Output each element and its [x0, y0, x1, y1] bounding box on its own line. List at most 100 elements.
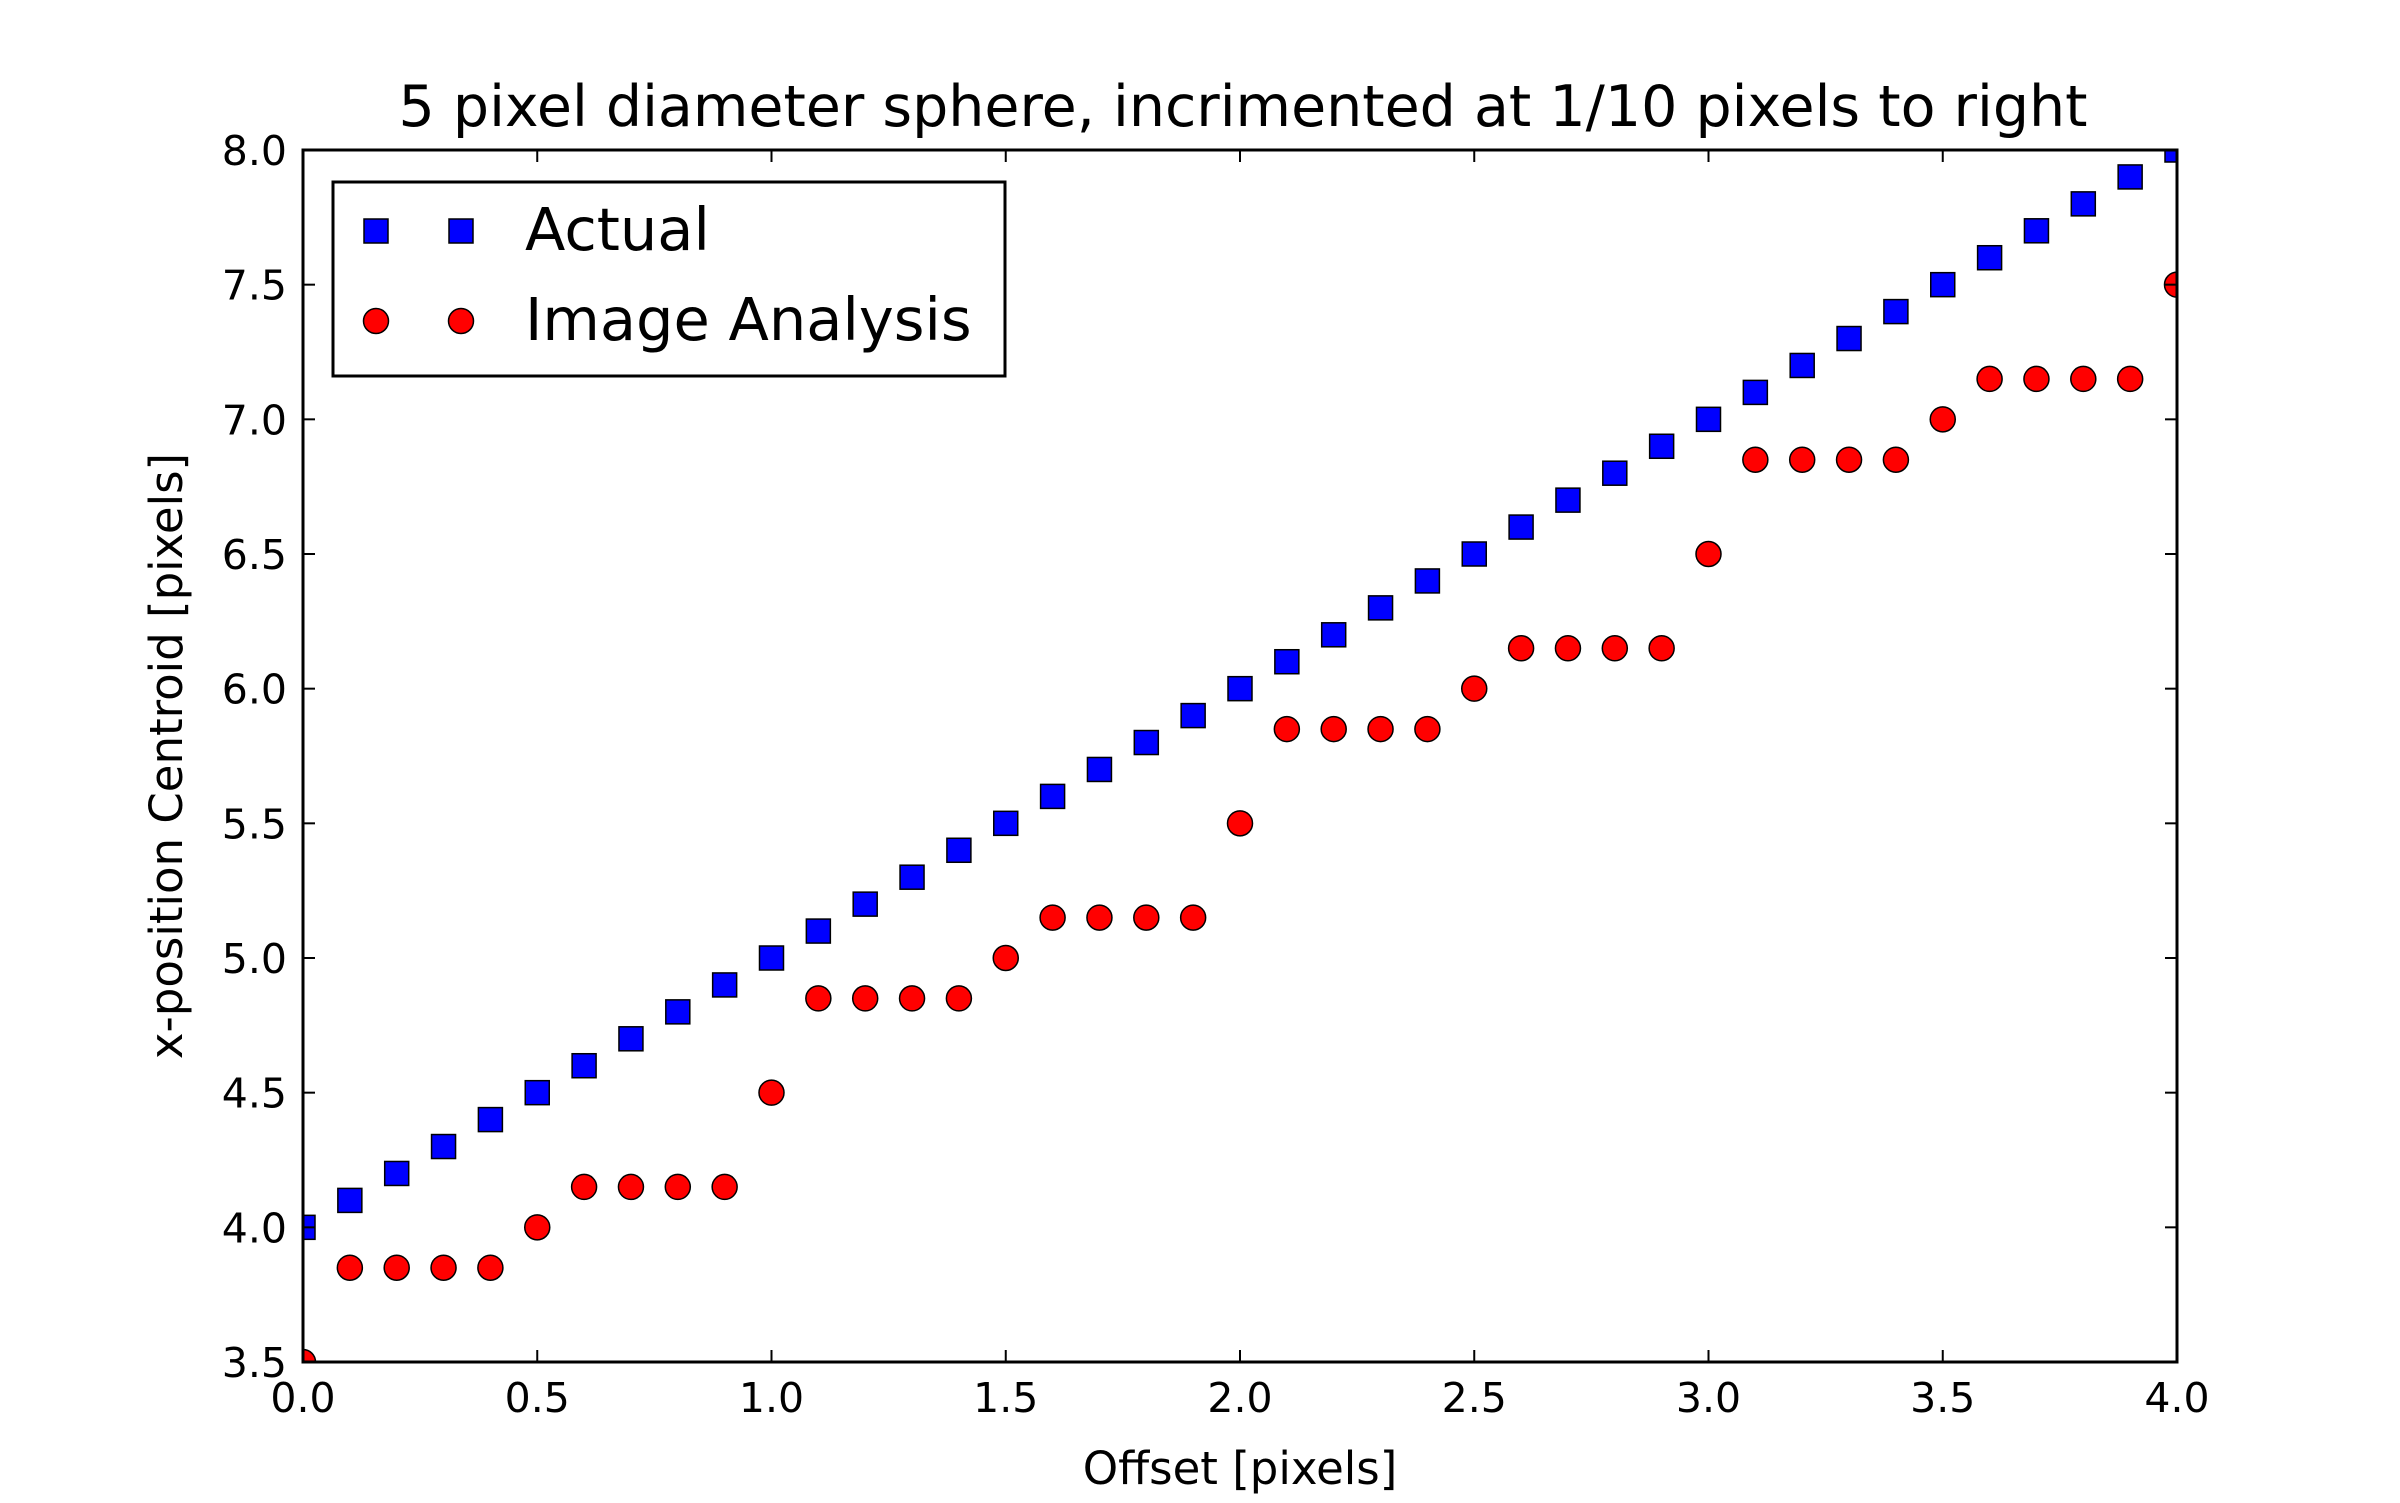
actual-point — [1930, 271, 1956, 298]
actual-point — [2070, 191, 2097, 217]
image-analysis-point — [945, 985, 973, 1012]
image-analysis-point — [2023, 365, 2050, 393]
image-analysis-point — [1601, 635, 1629, 662]
actual-point — [2117, 164, 2143, 190]
image-analysis-point — [2116, 365, 2144, 393]
legend-label-image-analysis: Image Analysis — [525, 285, 972, 354]
legend-box — [331, 180, 1007, 378]
image-analysis-point — [898, 985, 926, 1012]
actual-point — [711, 972, 738, 998]
y-tick-label: 6.0 — [222, 666, 287, 714]
image-analysis-point — [992, 944, 1019, 972]
actual-point — [2023, 218, 2050, 244]
x-tick-label: 1.5 — [973, 1374, 1038, 1422]
actual-point — [1508, 514, 1534, 540]
series-actual — [303, 150, 2177, 1241]
y-axis-label: x-position Centroid [pixels] — [140, 453, 193, 1059]
x-tick-label: 3.0 — [1676, 1374, 1741, 1422]
actual-point — [946, 837, 972, 864]
x-tick-label: 3.5 — [1910, 1374, 1975, 1422]
legend: Actual Image Analysis — [331, 180, 1007, 378]
actual-point — [1414, 568, 1441, 594]
y-tick-label: 6.5 — [222, 531, 287, 579]
image-analysis-point — [1273, 715, 1301, 743]
actual-point — [993, 810, 1019, 837]
actual-point — [383, 1160, 410, 1187]
y-tick-label: 7.0 — [222, 396, 287, 444]
x-tick-label: 4.0 — [2144, 1374, 2209, 1422]
actual-point — [337, 1187, 363, 1214]
actual-point — [1742, 379, 1769, 406]
image-analysis-point — [1367, 715, 1394, 743]
actual-point — [1320, 622, 1347, 648]
image-analysis-point — [383, 1254, 410, 1281]
image-analysis-point — [1742, 446, 1769, 473]
actual-point — [1648, 433, 1675, 460]
y-tick-label: 4.0 — [222, 1204, 287, 1252]
actual-point — [571, 1052, 597, 1079]
y-tick-label: 8.0 — [222, 127, 287, 175]
actual-point — [899, 864, 925, 890]
x-tick-label: 0.5 — [505, 1374, 570, 1422]
image-analysis-point — [1648, 635, 1675, 662]
actual-point — [524, 1079, 550, 1106]
actual-point — [758, 945, 785, 971]
image-analysis-point — [805, 985, 832, 1012]
series-image-analysis — [303, 271, 2177, 1362]
image-analysis-point — [1835, 446, 1863, 473]
actual-point — [1086, 756, 1113, 783]
actual-point — [1602, 460, 1628, 486]
image-analysis-point — [336, 1254, 364, 1281]
legend-label-actual: Actual — [525, 195, 710, 264]
image-analysis-point — [430, 1254, 457, 1281]
actual-point — [618, 1026, 644, 1052]
image-analysis-point — [477, 1254, 504, 1281]
plot-frame — [301, 148, 2179, 1364]
image-analysis-point — [1039, 904, 1066, 931]
actual-point — [852, 891, 878, 917]
image-analysis-point — [1695, 540, 1722, 568]
image-analysis-point — [1226, 810, 1254, 837]
actual-point — [1180, 702, 1206, 729]
actual-point — [477, 1106, 504, 1133]
actual-point — [1039, 783, 1066, 810]
actual-point — [1367, 595, 1394, 621]
chart-title: 5 pixel diameter sphere, incrimented at … — [399, 74, 2088, 140]
y-tick-label: 5.5 — [222, 800, 287, 848]
actual-point — [1274, 648, 1300, 675]
actual-point — [1461, 541, 1487, 567]
y-tick-label: 5.0 — [222, 935, 287, 983]
actual-point — [805, 918, 832, 944]
image-analysis-point — [851, 985, 879, 1012]
image-analysis-point — [1788, 446, 1816, 473]
actual-point — [1976, 244, 2003, 271]
legend-marker-actual — [363, 218, 389, 244]
image-analysis-point — [758, 1079, 785, 1106]
image-analysis-point — [664, 1173, 692, 1201]
image-analysis-point — [1461, 675, 1488, 702]
actual-point — [1695, 406, 1722, 433]
image-analysis-point — [570, 1173, 598, 1201]
x-tick-label: 1.0 — [739, 1374, 804, 1422]
image-analysis-point — [1882, 446, 1910, 473]
legend-marker-actual — [448, 218, 474, 244]
image-analysis-point — [1086, 904, 1113, 931]
legend-markers — [362, 218, 475, 335]
image-analysis-point — [1414, 715, 1441, 743]
image-analysis-point — [617, 1173, 645, 1201]
image-analysis-point — [711, 1173, 738, 1201]
y-tick-label: 7.5 — [222, 262, 287, 310]
actual-point — [1133, 729, 1160, 756]
image-analysis-point — [1320, 715, 1347, 743]
image-analysis-point — [1976, 365, 2003, 393]
actual-point — [1555, 487, 1581, 513]
actual-point — [1836, 325, 1862, 352]
x-tick-label: 2.0 — [1207, 1374, 1272, 1422]
image-analysis-point — [1179, 904, 1207, 931]
image-analysis-point — [1554, 635, 1582, 662]
legend-marker-image-analysis — [362, 307, 390, 335]
actual-point — [430, 1133, 457, 1160]
image-analysis-point — [524, 1214, 551, 1241]
image-analysis-point — [303, 1348, 317, 1362]
